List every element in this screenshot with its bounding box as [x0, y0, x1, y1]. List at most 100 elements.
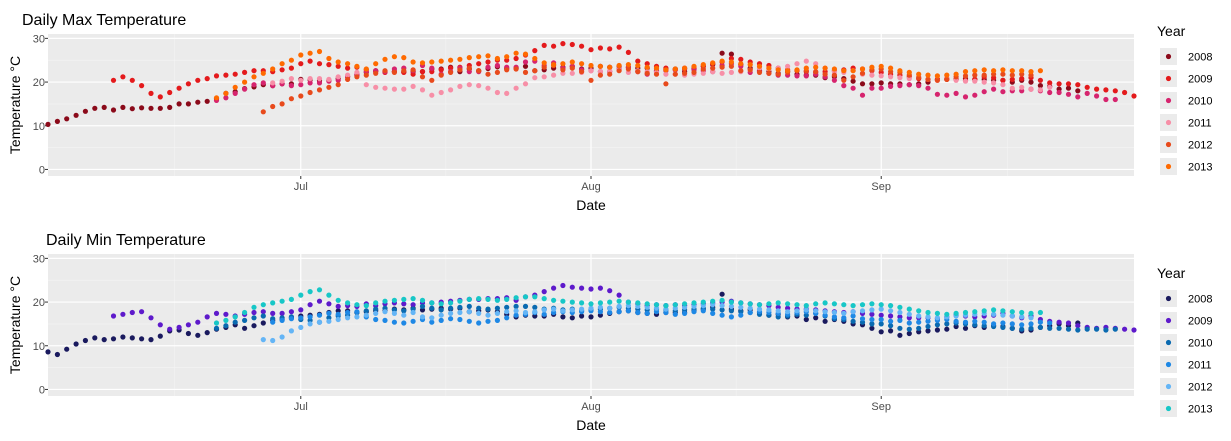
- data-point-2011: [373, 316, 379, 323]
- data-point-2013: [691, 63, 697, 69]
- data-point-2010: [504, 304, 510, 310]
- data-point-2012: [822, 309, 828, 315]
- data-point-2011: [466, 82, 472, 88]
- data-point-2009: [139, 83, 145, 89]
- data-point-2013: [279, 61, 285, 67]
- y-tick-label: 30: [33, 253, 45, 265]
- data-point-2011: [382, 317, 388, 323]
- data-point-2010: [916, 325, 922, 331]
- data-point-2009: [279, 310, 285, 316]
- data-point-2012: [391, 310, 397, 316]
- data-point-2013: [335, 297, 341, 303]
- data-point-2008: [92, 105, 98, 111]
- data-point-2013: [522, 51, 529, 57]
- data-point-2012: [738, 68, 744, 74]
- data-point-2011: [438, 89, 444, 96]
- data-point-2008: [129, 335, 135, 341]
- data-point-2011: [710, 310, 716, 316]
- data-point-2011: [841, 315, 847, 321]
- data-point-2011: [1009, 85, 1015, 91]
- data-point-2011: [981, 79, 987, 85]
- data-point-2012: [1009, 313, 1015, 319]
- data-point-2013: [981, 67, 987, 73]
- legend-label: 2010: [1188, 338, 1212, 350]
- data-point-2010: [485, 306, 491, 312]
- data-point-2013: [532, 294, 538, 300]
- data-point-2011: [298, 77, 304, 83]
- data-point-2011: [1019, 322, 1025, 328]
- data-point-2013: [953, 71, 959, 77]
- data-point-2011: [513, 312, 519, 318]
- data-point-2009: [569, 284, 575, 290]
- data-point-2011: [569, 70, 575, 76]
- data-point-2012: [607, 305, 613, 311]
- data-point-2013: [298, 52, 304, 58]
- data-points: [45, 41, 1137, 127]
- data-point-2011: [345, 309, 351, 316]
- data-point-2010: [1084, 326, 1090, 332]
- data-point-2009: [1037, 77, 1043, 83]
- data-point-2012: [260, 109, 266, 115]
- legend-title: Year: [1157, 23, 1186, 39]
- data-point-2008: [869, 81, 875, 87]
- data-point-2008: [728, 51, 735, 57]
- data-point-2012: [1028, 315, 1034, 321]
- data-point-2011: [429, 319, 435, 325]
- data-point-2011: [616, 309, 622, 315]
- data-point-2013: [700, 62, 706, 68]
- data-point-2011: [476, 83, 482, 89]
- data-point-2013: [579, 300, 585, 306]
- data-point-2013: [504, 54, 510, 60]
- legend-marker: [1165, 141, 1172, 148]
- data-point-2013: [522, 294, 529, 300]
- data-point-2013: [653, 302, 660, 308]
- data-point-2011: [401, 86, 407, 92]
- data-point-2009: [176, 85, 182, 91]
- data-point-2011: [878, 316, 884, 323]
- data-point-2009: [251, 309, 257, 316]
- data-point-2009: [176, 324, 182, 330]
- data-point-2012: [298, 324, 304, 330]
- data-point-2011: [831, 314, 838, 320]
- data-point-2011: [335, 74, 341, 80]
- data-point-2009: [242, 69, 248, 75]
- data-point-2012: [270, 337, 276, 344]
- data-point-2008: [204, 98, 210, 104]
- data-point-2011: [485, 318, 491, 324]
- data-point-2012: [1009, 72, 1015, 78]
- data-point-2012: [560, 308, 566, 314]
- data-point-2010: [457, 304, 463, 310]
- data-point-2011: [391, 319, 397, 325]
- data-point-2009: [401, 301, 407, 307]
- data-point-2012: [616, 303, 622, 309]
- data-point-2012: [494, 69, 500, 75]
- data-point-2008: [148, 337, 154, 343]
- data-point-2013: [223, 90, 229, 96]
- data-point-2009: [335, 63, 341, 69]
- data-point-2011: [541, 311, 547, 317]
- data-point-2013: [869, 64, 875, 70]
- data-point-2012: [569, 65, 575, 71]
- data-point-2010: [438, 307, 444, 313]
- data-point-2009: [223, 311, 229, 317]
- data-point-2013: [981, 308, 987, 314]
- data-point-2012: [616, 68, 622, 74]
- data-point-2012: [307, 321, 313, 327]
- data-point-2011: [869, 316, 875, 323]
- data-point-2012: [541, 64, 547, 70]
- data-point-2011: [382, 85, 388, 91]
- data-point-2010: [1075, 94, 1081, 100]
- data-point-2011: [747, 309, 753, 316]
- data-point-2008: [925, 328, 931, 334]
- data-point-2010: [1009, 325, 1015, 331]
- data-point-2013: [738, 61, 744, 67]
- data-point-2010: [850, 318, 856, 324]
- data-point-2009: [148, 315, 154, 321]
- data-point-2012: [859, 308, 866, 314]
- legend-marker: [1165, 383, 1172, 390]
- data-point-2009: [335, 303, 341, 309]
- data-point-2008: [73, 112, 79, 118]
- data-point-2012: [298, 93, 304, 99]
- data-point-2011: [448, 87, 454, 93]
- data-point-2009: [307, 58, 313, 64]
